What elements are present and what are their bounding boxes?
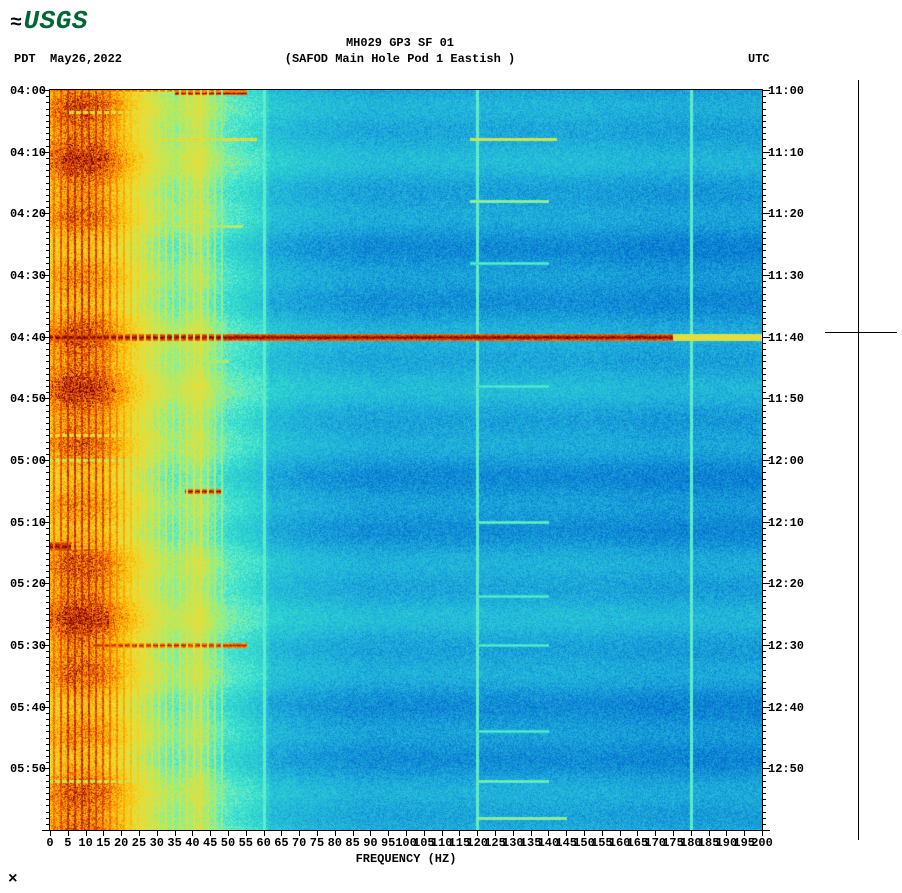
chart-title-line1: MH029 GP3 SF 01 — [0, 36, 800, 50]
right-time-tick: 12:30 — [768, 639, 814, 653]
usgs-logo: ≈USGS — [10, 6, 88, 36]
x-tick: 200 — [751, 836, 773, 850]
left-time-tick: 05:20 — [0, 577, 46, 591]
right-tick-marks — [762, 90, 766, 830]
left-time-tick: 04:40 — [0, 331, 46, 345]
left-time-axis: 04:0004:1004:2004:3004:4004:5005:0005:10… — [0, 90, 46, 830]
right-time-tick: 11:50 — [768, 392, 814, 406]
left-time-tick: 05:10 — [0, 516, 46, 530]
x-tick: 35 — [167, 836, 181, 850]
right-timezone-label: UTC — [748, 52, 770, 66]
x-tick: 75 — [310, 836, 324, 850]
left-time-tick: 04:20 — [0, 207, 46, 221]
x-tick: 25 — [132, 836, 146, 850]
date-label: May26,2022 — [50, 52, 122, 66]
x-tick: 20 — [114, 836, 128, 850]
x-tick: 45 — [203, 836, 217, 850]
right-time-tick: 12:10 — [768, 516, 814, 530]
right-time-tick: 12:20 — [768, 577, 814, 591]
x-tick: 60 — [256, 836, 270, 850]
right-time-axis: 11:0011:1011:2011:3011:4011:5012:0012:10… — [768, 90, 814, 830]
x-tick: 85 — [345, 836, 359, 850]
left-time-tick: 05:30 — [0, 639, 46, 653]
left-time-tick: 05:50 — [0, 762, 46, 776]
x-tick: 95 — [381, 836, 395, 850]
right-time-tick: 12:00 — [768, 454, 814, 468]
x-tick: 80 — [328, 836, 342, 850]
left-time-tick: 04:00 — [0, 84, 46, 98]
right-time-tick: 11:20 — [768, 207, 814, 221]
logo-text: USGS — [24, 6, 88, 36]
right-time-tick: 11:00 — [768, 84, 814, 98]
left-time-tick: 05:40 — [0, 701, 46, 715]
spectrogram-canvas — [50, 90, 762, 830]
right-time-tick: 11:40 — [768, 331, 814, 345]
x-tick: 70 — [292, 836, 306, 850]
logo-wave-icon: ≈ — [10, 12, 23, 35]
right-time-tick: 11:30 — [768, 269, 814, 283]
footer-caret-icon: × — [8, 870, 18, 888]
left-time-tick: 04:10 — [0, 146, 46, 160]
x-axis-label: FREQUENCY (HZ) — [50, 852, 762, 866]
left-time-tick: 05:00 — [0, 454, 46, 468]
x-axis-ticks: 0510152025303540455055606570758085909510… — [50, 836, 762, 852]
x-tick: 5 — [64, 836, 71, 850]
right-time-tick: 12:40 — [768, 701, 814, 715]
right-time-tick: 12:50 — [768, 762, 814, 776]
left-timezone-label: PDT — [14, 52, 36, 66]
left-time-tick: 04:50 — [0, 392, 46, 406]
left-tick-marks — [46, 90, 50, 830]
x-tick: 50 — [221, 836, 235, 850]
x-tick: 40 — [185, 836, 199, 850]
crosshair-horizontal — [825, 332, 897, 333]
spectrogram-plot — [50, 90, 762, 830]
x-tick: 15 — [96, 836, 110, 850]
crosshair-vertical — [858, 80, 859, 840]
x-tick: 55 — [239, 836, 253, 850]
x-tick: 65 — [274, 836, 288, 850]
x-tick: 10 — [78, 836, 92, 850]
right-time-tick: 11:10 — [768, 146, 814, 160]
left-time-tick: 04:30 — [0, 269, 46, 283]
x-tick: 30 — [150, 836, 164, 850]
x-tick: 0 — [46, 836, 53, 850]
x-tick: 90 — [363, 836, 377, 850]
